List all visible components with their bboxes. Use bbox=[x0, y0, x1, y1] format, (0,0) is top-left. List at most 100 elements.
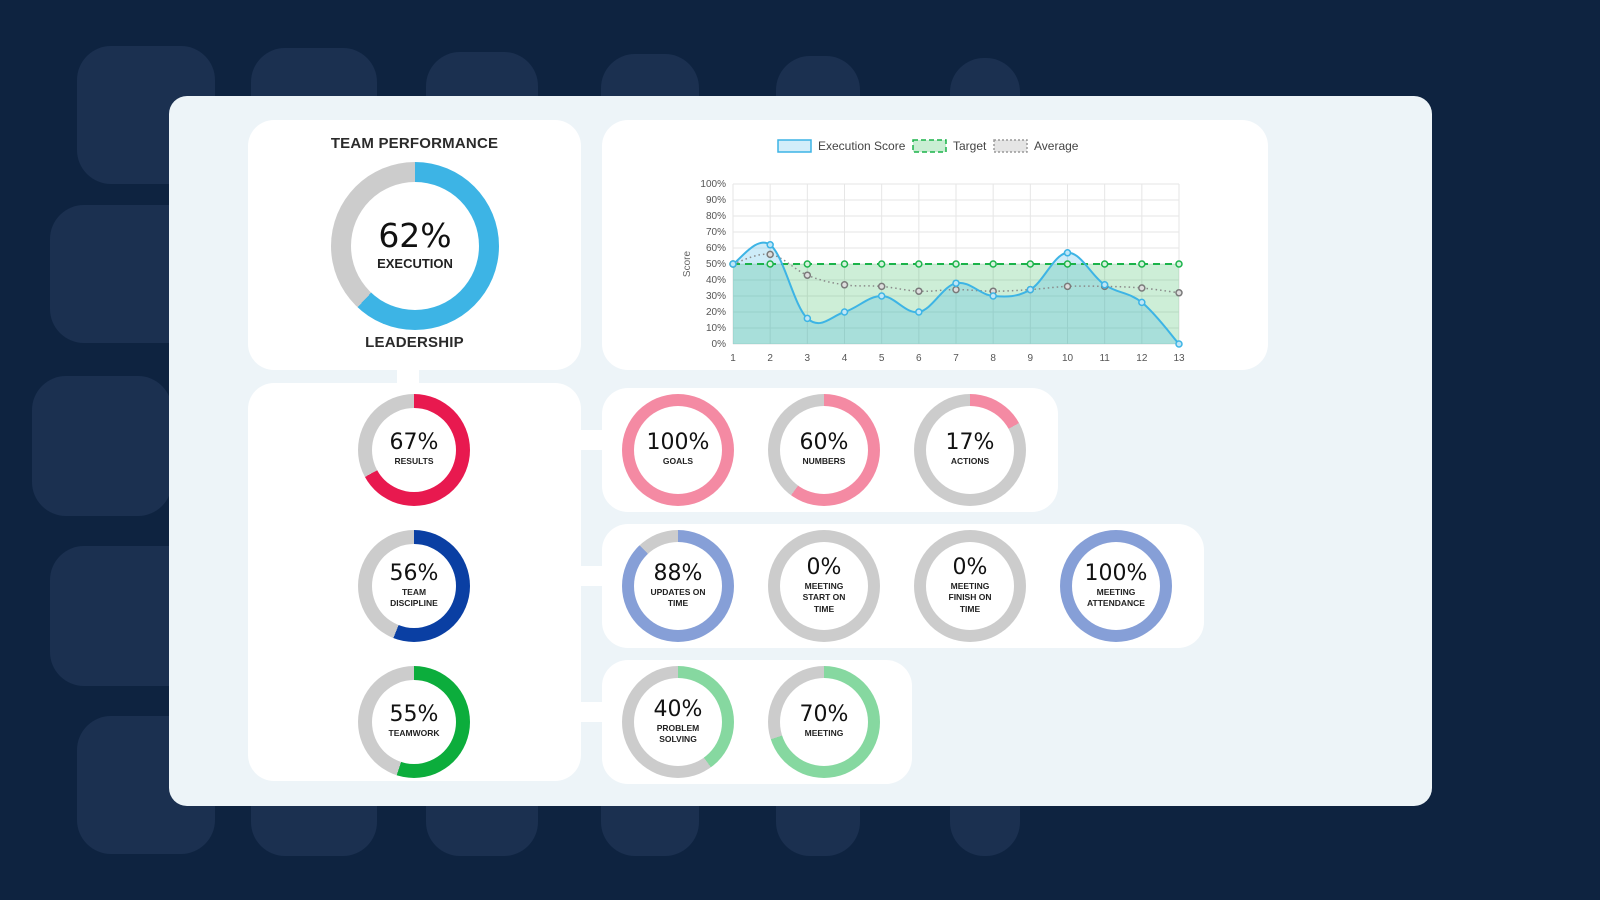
average-point bbox=[915, 287, 923, 295]
y-tick-label: 90% bbox=[706, 195, 726, 206]
target-point bbox=[1026, 260, 1035, 268]
legend-swatch bbox=[912, 139, 947, 153]
donut-center: 100% MEETING ATTENDANCE bbox=[1072, 542, 1160, 630]
execution-point bbox=[766, 241, 774, 249]
x-tick-label: 9 bbox=[1028, 353, 1034, 364]
execution-donut[interactable]: 62% EXECUTION bbox=[331, 162, 499, 330]
connector bbox=[397, 366, 419, 384]
execution-point bbox=[1026, 285, 1035, 294]
results-donut[interactable]: 67% RESULTS bbox=[358, 394, 470, 506]
execution-point bbox=[1138, 298, 1146, 307]
average-point bbox=[803, 271, 812, 279]
discipline-item-percent: 88% bbox=[653, 560, 703, 586]
results-item-label: ACTIONS bbox=[950, 456, 990, 467]
donut-center: 0% MEETING FINISH ON TIME bbox=[926, 542, 1014, 630]
donut-center: 0% MEETING START ON TIME bbox=[780, 542, 868, 630]
donut-center: 56% TEAM DISCIPLINE bbox=[372, 544, 456, 628]
target-point bbox=[840, 260, 849, 268]
y-tick-label: 0% bbox=[712, 339, 727, 350]
discipline-item-donut[interactable]: 0% MEETING START ON TIME bbox=[768, 530, 880, 642]
teamwork-item-donut[interactable]: 70% MEETING bbox=[768, 666, 880, 778]
average-point bbox=[1063, 282, 1072, 291]
discipline-item-donut[interactable]: 88% UPDATES ON TIME bbox=[622, 530, 734, 642]
execution-point bbox=[989, 292, 997, 300]
execution-chart-card: 0% 10% 20% 30% 40% 50% 60% 70% 80% 90% 100% 1 2 3 4 5 6 7… bbox=[602, 120, 1268, 370]
discipline-item-label: MEETING ATTENDANCE bbox=[1087, 586, 1145, 608]
connector bbox=[579, 566, 607, 586]
discipline-item-donut[interactable]: 0% MEETING FINISH ON TIME bbox=[914, 530, 1026, 642]
donut-center: 40% PROBLEM SOLVING bbox=[634, 678, 722, 766]
discipline-item-label: MEETING FINISH ON TIME bbox=[948, 581, 992, 614]
legend-swatch bbox=[993, 139, 1028, 153]
target-point bbox=[915, 260, 923, 268]
donut-center: 70% MEETING bbox=[780, 678, 868, 766]
donut-center: 67% RESULTS bbox=[372, 408, 456, 492]
execution-point bbox=[1175, 340, 1183, 348]
x-tick-label: 12 bbox=[1136, 353, 1148, 364]
discipline-donut[interactable]: 56% TEAM DISCIPLINE bbox=[358, 530, 470, 642]
average-point bbox=[840, 281, 849, 289]
leadership-label: LEADERSHIP bbox=[365, 334, 464, 351]
connector bbox=[579, 702, 607, 722]
donut-center: 88% UPDATES ON TIME bbox=[634, 542, 722, 630]
execution-point bbox=[915, 308, 923, 316]
execution-point bbox=[840, 308, 849, 316]
y-tick-label: 100% bbox=[700, 179, 726, 190]
y-tick-label: 30% bbox=[706, 291, 726, 302]
results-item-donut[interactable]: 100% GOALS bbox=[622, 394, 734, 506]
donut-center: 60% NUMBERS bbox=[780, 406, 868, 494]
results-item-label: NUMBERS bbox=[802, 456, 846, 467]
x-tick-label: 8 bbox=[990, 353, 996, 364]
y-tick-label: 10% bbox=[706, 323, 726, 334]
discipline-item-donut[interactable]: 100% MEETING ATTENDANCE bbox=[1060, 530, 1172, 642]
connector bbox=[579, 430, 607, 450]
target-point bbox=[989, 260, 997, 268]
execution-point bbox=[803, 314, 812, 323]
x-tick-label: 2 bbox=[767, 353, 773, 364]
legend-label: Average bbox=[1034, 139, 1079, 153]
results-item-percent: 100% bbox=[646, 430, 710, 456]
average-point bbox=[766, 250, 774, 259]
average-point bbox=[1138, 284, 1146, 292]
discipline-label: TEAM DISCIPLINE bbox=[390, 586, 438, 608]
background-tile bbox=[32, 376, 172, 516]
average-point bbox=[877, 282, 886, 291]
x-tick-label: 3 bbox=[805, 353, 811, 364]
results-item-label: GOALS bbox=[662, 456, 694, 467]
teamwork-item-label: PROBLEM SOLVING bbox=[656, 722, 700, 744]
execution-point bbox=[877, 292, 886, 300]
x-tick-label: 6 bbox=[916, 353, 922, 364]
discipline-item-label: UPDATES ON TIME bbox=[650, 586, 706, 608]
teamwork-donut[interactable]: 55% TEAMWORK bbox=[358, 666, 470, 778]
teamwork-item-label: MEETING bbox=[804, 728, 844, 739]
execution-point bbox=[1100, 281, 1109, 289]
donut-center: 100% GOALS bbox=[634, 406, 722, 494]
discipline-item-percent: 0% bbox=[952, 555, 988, 581]
average-point bbox=[1175, 289, 1183, 297]
execution-score-chart[interactable]: 0%10%20%30%40%50%60%70%80%90%100%1 2 3 4 5 6 7… bbox=[602, 120, 1268, 370]
teamwork-item-percent: 70% bbox=[799, 702, 849, 728]
results-item-percent: 17% bbox=[945, 430, 995, 456]
discipline-item-percent: 0% bbox=[806, 555, 842, 581]
results-label: RESULTS bbox=[394, 456, 434, 467]
target-point bbox=[952, 260, 960, 268]
donut-center: 17% ACTIONS bbox=[926, 406, 1014, 494]
y-tick-label: 20% bbox=[706, 307, 726, 318]
discipline-item-percent: 100% bbox=[1084, 560, 1148, 586]
teamwork-item-donut[interactable]: 40% PROBLEM SOLVING bbox=[622, 666, 734, 778]
x-tick-label: 13 bbox=[1173, 353, 1185, 364]
card-title: TEAM PERFORMANCE bbox=[330, 135, 499, 152]
x-tick-label: 4 bbox=[842, 353, 848, 364]
results-item-donut[interactable]: 60% NUMBERS bbox=[768, 394, 880, 506]
teamwork-item-percent: 40% bbox=[653, 696, 703, 722]
target-point bbox=[1100, 260, 1109, 268]
x-tick-label: 10 bbox=[1062, 353, 1074, 364]
target-point bbox=[766, 260, 774, 268]
y-tick-label: 50% bbox=[706, 259, 726, 270]
results-item-donut[interactable]: 17% ACTIONS bbox=[914, 394, 1026, 506]
teamwork-label: TEAMWORK bbox=[388, 728, 440, 739]
execution-point bbox=[1063, 249, 1072, 257]
target-point bbox=[1138, 260, 1146, 268]
x-tick-label: 11 bbox=[1099, 353, 1110, 364]
execution-label: EXECUTION bbox=[377, 256, 453, 272]
